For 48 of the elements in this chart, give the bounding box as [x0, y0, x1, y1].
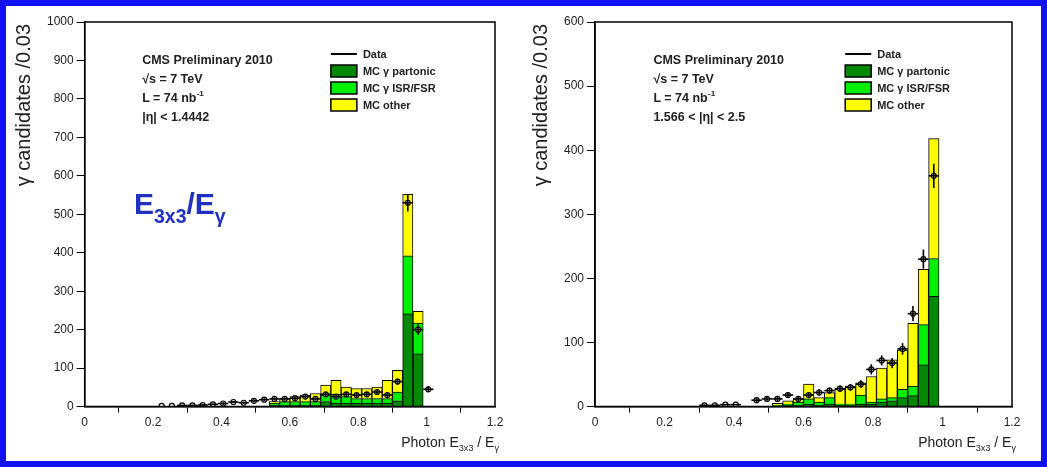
annotation: 1.566 < |η| < 2.5	[653, 110, 746, 124]
legend-label: MC other	[362, 99, 412, 111]
x-tick-label: 0	[591, 415, 599, 430]
x-tick-label: 0.2	[656, 415, 674, 430]
x-tick-label: 0.8	[349, 415, 367, 430]
y-tick-label: 400	[563, 142, 585, 157]
x-tick-label: 1.2	[486, 415, 504, 430]
y-tick-label: 500	[53, 206, 75, 221]
y-tick-label: 100	[563, 334, 585, 349]
x-tick-label: 1	[939, 415, 947, 430]
y-tick-label: 300	[53, 283, 75, 298]
annotation: √s = 7 TeV	[653, 72, 715, 86]
y-tick-label: 0	[577, 398, 585, 413]
y-tick-label: 1000	[46, 14, 75, 29]
legend-label: MC other	[877, 99, 926, 111]
x-tick-label: 0.4	[213, 415, 231, 430]
legend-label: MC γ partonic	[362, 65, 436, 77]
y-tick-label: 400	[53, 245, 75, 260]
annotation: √s = 7 TeV	[142, 72, 204, 86]
legend-label: MC γ partonic	[877, 65, 950, 77]
x-tick-label: 0.6	[795, 415, 813, 430]
x-tick-label: 0.8	[864, 415, 882, 430]
x-tick-label: 0.6	[281, 415, 299, 430]
y-tick-label: 900	[53, 52, 75, 67]
x-tick-label: 1	[423, 415, 431, 430]
x-tick-label: 0.2	[144, 415, 162, 430]
y-tick-label: 700	[53, 129, 75, 144]
x-tick-label: 1.2	[1003, 415, 1021, 430]
y-tick-label: 600	[563, 14, 585, 29]
legend-label: Data	[362, 48, 388, 60]
y-axis-title: γ candidates /0.03	[529, 23, 551, 187]
x-tick-label: 0.4	[725, 415, 743, 430]
legend-label: Data	[877, 48, 902, 60]
y-tick-label: 100	[53, 360, 75, 375]
annotation: |η| < 1.4442	[142, 110, 210, 124]
x-tick-label: 0	[81, 415, 89, 430]
y-tick-label: 600	[53, 168, 75, 183]
y-tick-label: 0	[67, 398, 75, 413]
y-tick-label: 200	[53, 321, 75, 336]
annotation: CMS Preliminary 2010	[653, 53, 785, 67]
y-tick-label: 500	[563, 78, 585, 93]
legend-label: MC γ ISR/FSR	[877, 82, 950, 94]
annotation: CMS Preliminary 2010	[142, 53, 273, 67]
legend-label: MC γ ISR/FSR	[362, 82, 436, 94]
y-axis-title: γ candidates /0.03	[12, 23, 34, 187]
y-tick-label: 200	[563, 270, 585, 285]
y-tick-label: 300	[563, 206, 585, 221]
y-tick-label: 800	[53, 91, 75, 106]
